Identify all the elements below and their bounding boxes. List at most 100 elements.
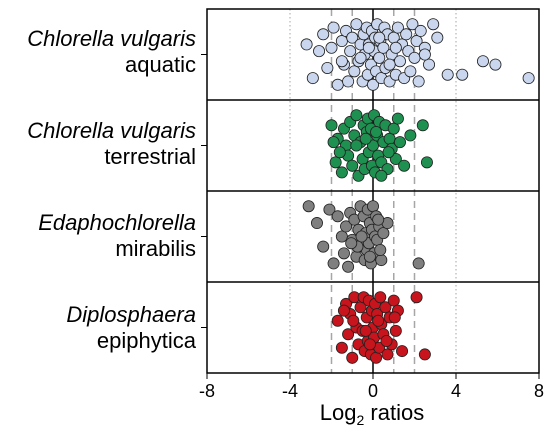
data-point (302, 200, 315, 213)
data-point (346, 159, 359, 172)
species-label: Chlorella vulgaris (27, 26, 196, 51)
data-point (335, 230, 348, 243)
data-point (375, 169, 388, 182)
data-point (373, 51, 386, 64)
data-point (335, 341, 348, 354)
x-tick-label: 0 (368, 381, 378, 401)
data-point (363, 338, 376, 351)
x-tick-label: -8 (199, 381, 215, 401)
data-point (331, 314, 344, 327)
data-point (333, 146, 346, 159)
data-point (335, 166, 348, 179)
data-point (381, 348, 394, 361)
x-axis: -8 -4 0 4 8 (199, 373, 544, 401)
panel-2-points (325, 109, 433, 182)
data-point (416, 119, 429, 132)
ylabel-panel-3: Edaphochlorella mirabilis (4, 210, 196, 262)
data-point (404, 129, 417, 142)
data-point (393, 136, 406, 149)
data-point (359, 324, 372, 337)
habitat-label: epiphytica (96, 328, 196, 353)
data-point (327, 136, 340, 149)
data-point (329, 156, 342, 169)
data-point (372, 314, 385, 327)
data-point (383, 132, 396, 145)
species-label: Diplosphaera (66, 302, 196, 327)
data-point (423, 58, 436, 71)
data-point (359, 132, 372, 145)
data-point (374, 243, 387, 256)
data-point (313, 45, 326, 58)
data-point (476, 55, 489, 68)
data-point (350, 18, 363, 31)
data-point (412, 75, 425, 88)
data-point (388, 311, 401, 324)
data-point (382, 146, 395, 159)
data-point (404, 65, 417, 78)
data-point (396, 345, 409, 358)
data-point (431, 31, 444, 44)
data-point (342, 328, 355, 341)
data-point (350, 139, 363, 152)
data-point (366, 78, 379, 91)
data-point (406, 18, 419, 31)
data-point (391, 112, 404, 125)
data-point (410, 291, 423, 304)
data-point (370, 351, 383, 364)
data-point (331, 210, 344, 223)
data-point (335, 35, 348, 48)
data-point (350, 109, 363, 122)
data-point (300, 38, 313, 51)
data-point (327, 257, 340, 270)
data-point (346, 351, 359, 364)
data-point (366, 200, 379, 213)
data-point (383, 58, 396, 71)
data-point (522, 72, 535, 85)
data-point (363, 250, 376, 263)
data-point (321, 61, 334, 74)
ylabel-panel-1: Chlorella vulgaris aquatic (4, 26, 196, 78)
x-axis-title: Log2 ratios (320, 400, 424, 428)
data-point (346, 31, 359, 44)
species-label: Edaphochlorella (38, 210, 196, 235)
data-point (354, 51, 367, 64)
habitat-label: mirabilis (115, 236, 196, 261)
data-point (323, 203, 336, 216)
data-point (389, 41, 402, 54)
data-point (374, 291, 387, 304)
data-point (389, 324, 402, 337)
data-point (379, 301, 392, 314)
data-point (370, 126, 383, 139)
data-point (387, 294, 400, 307)
panel-3-points (302, 200, 425, 273)
data-point (391, 21, 404, 34)
habitat-label: aquatic (125, 52, 196, 77)
data-point (398, 159, 411, 172)
data-point (375, 254, 388, 267)
data-point (331, 78, 344, 91)
data-point (337, 304, 350, 317)
data-point (387, 122, 400, 135)
data-point (306, 72, 319, 85)
data-point (340, 220, 353, 233)
data-point (489, 58, 502, 71)
data-point (400, 28, 413, 41)
x-tick-label: 4 (451, 381, 461, 401)
ylabel-panel-2: Chlorella vulgaris terrestrial (4, 118, 196, 170)
species-label: Chlorella vulgaris (27, 118, 196, 143)
data-point (310, 217, 323, 230)
data-point (327, 21, 340, 34)
data-point (414, 24, 427, 37)
data-point (317, 240, 330, 253)
data-point (335, 55, 348, 68)
data-point (362, 41, 375, 54)
data-point (342, 260, 355, 273)
habitat-label: terrestrial (104, 144, 196, 169)
panel-1-points (300, 18, 535, 91)
data-point (355, 230, 368, 243)
data-point (377, 41, 390, 54)
data-point (412, 257, 425, 270)
data-point (373, 31, 386, 44)
ylabel-panel-4: Diplosphaera epiphytica (4, 302, 196, 354)
